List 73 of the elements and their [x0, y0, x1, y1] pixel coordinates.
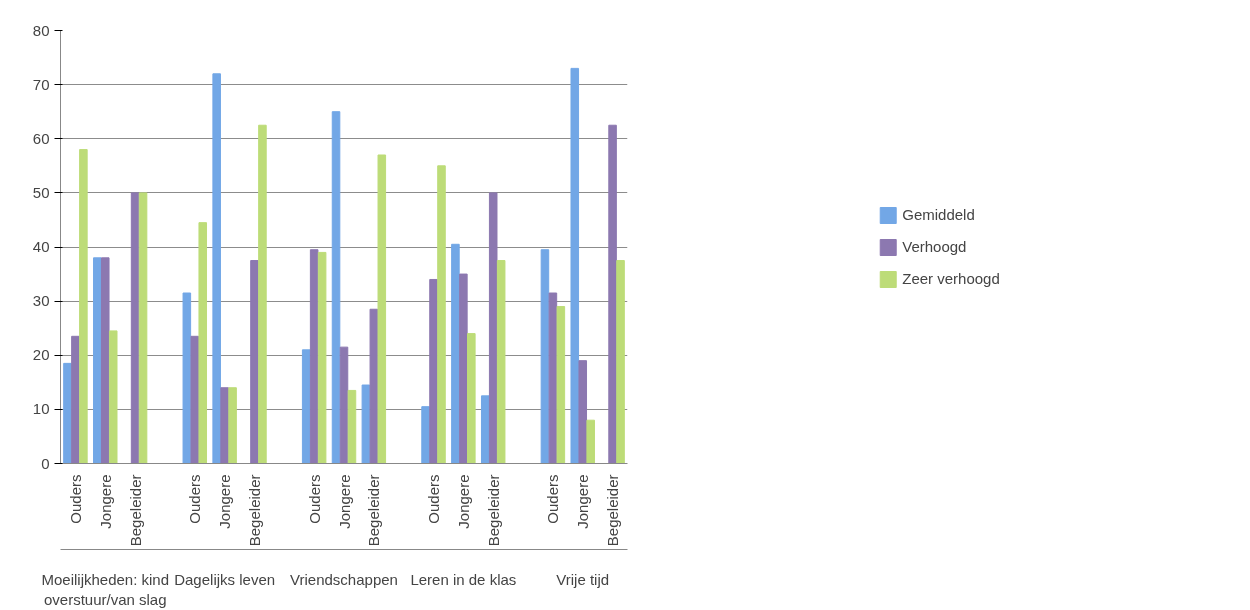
bar	[548, 292, 558, 464]
bar	[71, 335, 80, 464]
bar	[190, 335, 200, 464]
bar	[421, 406, 430, 464]
bar	[578, 360, 588, 464]
y-tick-label: 40	[32, 238, 50, 255]
text: Leren in de klas	[410, 570, 517, 588]
bar	[301, 349, 311, 464]
x-tick-label: Ouders	[186, 474, 204, 524]
bar	[309, 249, 319, 464]
x-tick-label: Begeleider	[365, 474, 383, 547]
y-tick-label: 80	[32, 21, 50, 39]
bar	[616, 260, 625, 464]
bar	[182, 292, 192, 464]
x-tick-label: Ouders	[66, 474, 84, 524]
y-tick-label: 30	[32, 292, 50, 310]
bar	[138, 192, 148, 464]
y-tick-label: 10	[32, 400, 50, 418]
y-tick-label: 70	[32, 75, 50, 93]
x-tick-label: Jongere	[335, 474, 353, 529]
bar	[250, 260, 259, 464]
bar	[556, 306, 566, 464]
bar	[198, 222, 208, 464]
x-tick-label: Ouders	[305, 474, 323, 524]
bar	[331, 111, 341, 464]
x-tick-label: Begeleider	[604, 474, 622, 547]
bar	[100, 257, 110, 464]
bar	[63, 362, 72, 464]
text: Moeilijkheden: kind overstuur/van slag	[41, 570, 170, 608]
bar	[79, 149, 88, 464]
bar	[488, 192, 498, 464]
bar	[347, 389, 357, 464]
bar	[429, 278, 438, 464]
bar	[570, 67, 580, 464]
y-tick-label: 60	[32, 129, 50, 147]
bar	[130, 192, 140, 464]
bar	[451, 243, 460, 464]
x-tick-label: Jongere	[216, 474, 234, 529]
bar	[467, 333, 476, 464]
bar	[377, 154, 387, 464]
x-tick-label: Begeleider	[484, 474, 502, 547]
bar	[108, 330, 118, 464]
x-tick-label: Jongere	[574, 474, 592, 529]
bar	[586, 419, 595, 464]
bar	[480, 395, 490, 464]
bar	[361, 384, 371, 464]
text: Vriendschappen	[290, 570, 398, 588]
bar	[93, 257, 102, 464]
bar	[212, 73, 221, 464]
bar	[369, 308, 379, 464]
bar	[496, 260, 506, 464]
legend-label: Gemiddeld	[902, 206, 975, 223]
bar	[437, 165, 446, 464]
text: Dagelijks leven	[174, 570, 276, 588]
bar	[228, 387, 237, 464]
x-tick-label: Jongere	[454, 474, 472, 529]
bar	[258, 124, 267, 464]
y-tick-label: 0	[41, 454, 50, 472]
y-tick-label: 20	[32, 346, 50, 364]
x-tick-label: Begeleider	[126, 474, 144, 547]
x-tick-label: Begeleider	[245, 474, 263, 547]
legend-label: Verhoogd	[902, 238, 967, 255]
bar	[459, 273, 468, 464]
x-tick-label: Jongere	[96, 474, 114, 529]
y-tick-label: 50	[32, 183, 50, 201]
bar	[220, 387, 229, 464]
text: Vrije tijd	[556, 570, 610, 588]
x-tick-label: Ouders	[544, 474, 562, 524]
bar	[339, 346, 349, 464]
legend-label: Zeer verhoogd	[902, 270, 1000, 287]
bar	[317, 251, 327, 464]
bar	[608, 124, 617, 464]
x-tick-label: Ouders	[425, 474, 443, 524]
